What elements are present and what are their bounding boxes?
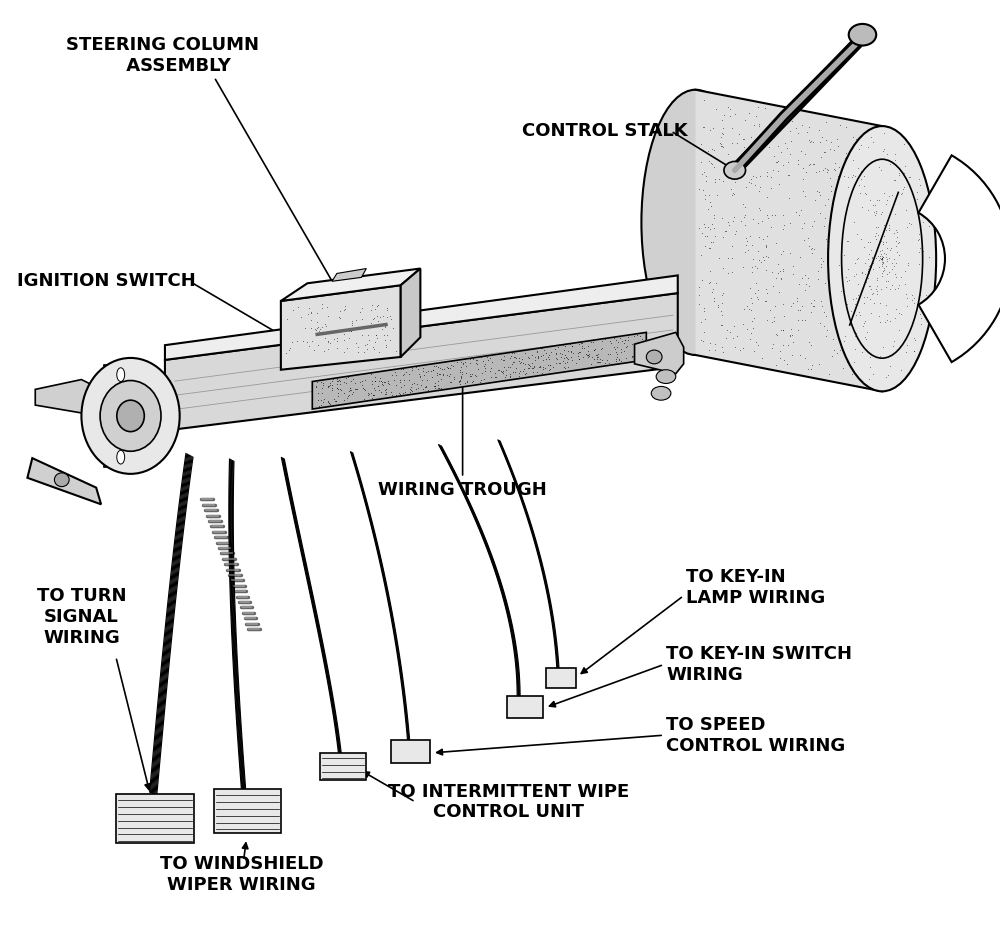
Polygon shape <box>27 459 101 504</box>
Text: TO KEY-IN SWITCH
WIRING: TO KEY-IN SWITCH WIRING <box>666 645 852 684</box>
Wedge shape <box>918 156 1000 362</box>
Text: WIRING TROUGH: WIRING TROUGH <box>378 481 547 499</box>
Polygon shape <box>546 668 576 688</box>
Polygon shape <box>104 447 143 467</box>
Ellipse shape <box>81 358 180 473</box>
Ellipse shape <box>117 368 125 381</box>
Polygon shape <box>332 268 366 281</box>
Polygon shape <box>635 333 684 374</box>
Ellipse shape <box>100 380 161 451</box>
Polygon shape <box>104 364 143 385</box>
Polygon shape <box>116 794 194 843</box>
Polygon shape <box>35 379 101 413</box>
Polygon shape <box>320 753 366 780</box>
Polygon shape <box>281 285 401 370</box>
Ellipse shape <box>641 89 749 355</box>
Polygon shape <box>165 293 678 431</box>
Text: TO WINDSHIELD
WIPER WIRING: TO WINDSHIELD WIPER WIRING <box>160 856 323 894</box>
Text: TO KEY-IN
LAMP WIRING: TO KEY-IN LAMP WIRING <box>686 569 825 608</box>
Polygon shape <box>391 740 430 762</box>
Text: STEERING COLUMN
     ASSEMBLY: STEERING COLUMN ASSEMBLY <box>66 36 259 75</box>
Polygon shape <box>281 268 420 301</box>
Text: TO SPEED
CONTROL WIRING: TO SPEED CONTROL WIRING <box>666 716 845 755</box>
Polygon shape <box>401 268 420 357</box>
Polygon shape <box>695 89 882 391</box>
Text: IGNITION SWITCH: IGNITION SWITCH <box>17 272 195 290</box>
Ellipse shape <box>724 161 746 179</box>
Text: TO TURN
SIGNAL
WIRING: TO TURN SIGNAL WIRING <box>37 587 126 647</box>
Ellipse shape <box>651 387 671 400</box>
Ellipse shape <box>646 350 662 363</box>
Ellipse shape <box>828 126 936 391</box>
Ellipse shape <box>656 370 676 383</box>
Polygon shape <box>312 333 646 409</box>
Polygon shape <box>214 789 281 833</box>
Ellipse shape <box>117 450 125 464</box>
Ellipse shape <box>849 24 876 46</box>
Text: CONTROL STALK: CONTROL STALK <box>522 122 688 140</box>
Polygon shape <box>165 276 678 360</box>
Polygon shape <box>507 696 543 718</box>
Ellipse shape <box>117 400 144 432</box>
Text: TO INTERMITTENT WIPE
CONTROL UNIT: TO INTERMITTENT WIPE CONTROL UNIT <box>388 783 629 821</box>
Ellipse shape <box>54 473 69 487</box>
